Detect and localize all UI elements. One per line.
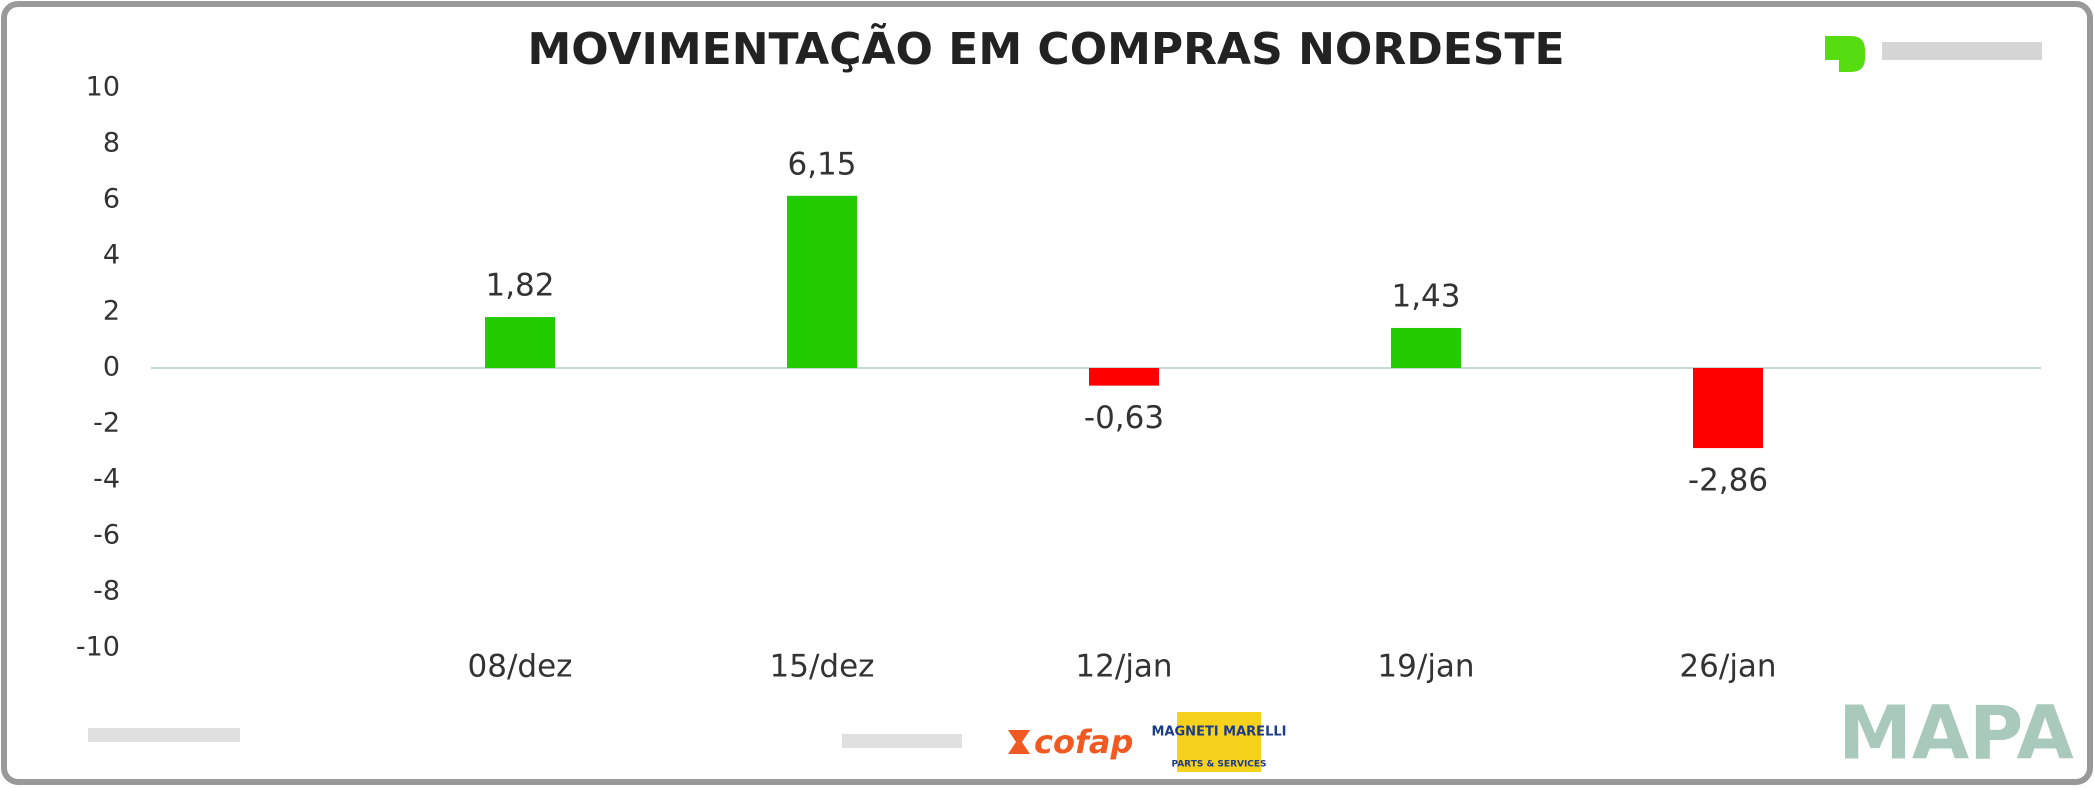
source-note xyxy=(88,728,240,742)
y-tick-label: 8 xyxy=(103,128,120,159)
bar xyxy=(1089,368,1159,386)
marelli-box xyxy=(1177,712,1261,772)
bar xyxy=(485,317,555,368)
x-tick-label: 08/dez xyxy=(468,649,573,685)
marelli-logo: MAGNETI MARELLI xyxy=(1152,725,1287,740)
y-tick-label: -10 xyxy=(76,632,120,663)
bar xyxy=(1693,368,1763,449)
marelli-sub: PARTS & SERVICES xyxy=(1171,760,1266,770)
x-tick-label: 15/dez xyxy=(770,649,875,685)
cofap-logo: cofap xyxy=(1034,723,1133,761)
bar xyxy=(1391,327,1461,368)
value-label: -0,63 xyxy=(1084,400,1164,436)
y-tick-label: 0 xyxy=(103,352,120,383)
y-tick-label: 6 xyxy=(103,184,120,215)
value-label: 6,15 xyxy=(787,146,856,182)
y-tick-label: -8 xyxy=(93,576,120,607)
sponsor-note xyxy=(842,734,962,748)
value-label: 1,82 xyxy=(485,268,554,304)
value-label: -2,86 xyxy=(1688,463,1768,499)
y-tick-label: -2 xyxy=(93,408,120,439)
y-tick-label: 10 xyxy=(86,72,120,103)
chart-title: MOVIMENTAÇÃO EM COMPRAS NORDESTE xyxy=(527,22,1564,75)
x-tick-label: 26/jan xyxy=(1679,649,1776,685)
y-tick-label: -6 xyxy=(93,520,120,551)
cofap-icon xyxy=(1008,730,1030,754)
bar xyxy=(787,195,857,368)
brand-icon xyxy=(1825,36,1865,72)
y-tick-label: 4 xyxy=(103,240,120,271)
y-tick-label: -4 xyxy=(93,464,120,495)
x-tick-label: 12/jan xyxy=(1075,649,1172,685)
x-tick-label: 19/jan xyxy=(1377,649,1474,685)
y-tick-label: 2 xyxy=(103,296,120,327)
value-label: 1,43 xyxy=(1391,278,1460,314)
mapa-logo: MAPA xyxy=(1838,691,2074,777)
brand-text xyxy=(1882,42,2042,60)
